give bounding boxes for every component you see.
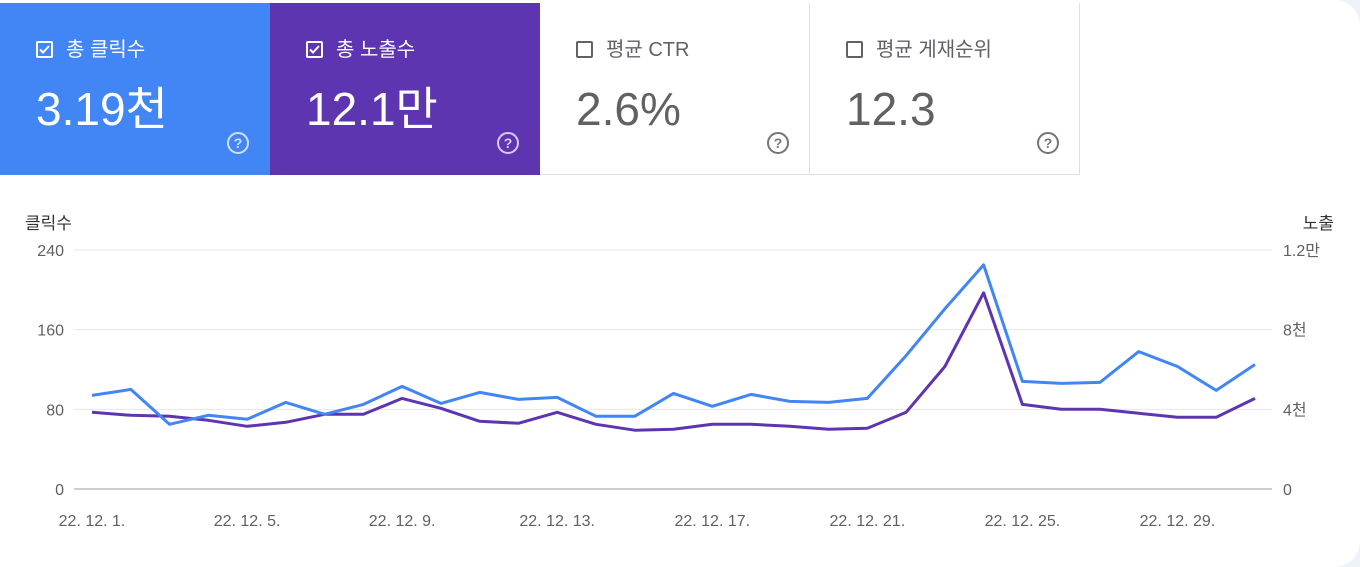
checkbox-unchecked-icon[interactable] (846, 41, 863, 58)
right-axis-label: 노출 (1303, 214, 1334, 233)
x-tick-label: 22. 12. 5. (214, 513, 281, 530)
metric-card-impressions[interactable]: 총 노출수 12.1만 ? (270, 3, 540, 175)
metric-cards: 총 클릭수 3.19천 ? 총 노출수 12.1만 ? 평균 CTR 2.6% (0, 3, 1080, 175)
help-icon[interactable]: ? (1036, 131, 1060, 155)
metric-label: 총 클릭수 (66, 39, 146, 61)
svg-text:?: ? (1044, 135, 1053, 151)
metric-card-clicks[interactable]: 총 클릭수 3.19천 ? (0, 3, 270, 175)
x-tick-label: 22. 12. 29. (1140, 513, 1216, 530)
metric-label: 총 노출수 (336, 39, 416, 61)
help-icon[interactable]: ? (226, 131, 250, 155)
metric-label: 평균 CTR (606, 39, 690, 61)
right-tick-label: 8천 (1283, 322, 1307, 340)
impressions-series-line (91, 291, 1256, 432)
svg-text:?: ? (774, 135, 783, 151)
right-tick-label: 0 (1283, 482, 1292, 499)
performance-chart: 클릭수 노출 0 0 80 4천 160 8천 240 1.2만 22. 12. 1. 22. 1… (25, 214, 1334, 530)
left-tick-label: 80 (46, 402, 64, 419)
left-axis-label: 클릭수 (25, 214, 72, 233)
left-tick-label: 0 (55, 482, 64, 499)
checkbox-checked-icon[interactable] (36, 41, 53, 58)
metric-card-position[interactable]: 평균 게재순위 12.3 ? (810, 3, 1080, 175)
metric-value: 2.6% (576, 83, 681, 135)
x-tick-label: 22. 12. 21. (830, 513, 906, 530)
help-icon[interactable]: ? (496, 131, 520, 155)
left-tick-label: 240 (37, 243, 64, 260)
x-tick-label: 22. 12. 9. (369, 513, 436, 530)
metric-value: 12.1만 (306, 83, 438, 135)
x-tick-label: 22. 12. 17. (674, 513, 750, 530)
x-tick-label: 22. 12. 1. (59, 513, 126, 530)
checkbox-checked-icon[interactable] (306, 41, 323, 58)
metric-value: 12.3 (846, 83, 936, 135)
x-tick-label: 22. 12. 25. (985, 513, 1061, 530)
metric-label: 평균 게재순위 (876, 39, 992, 61)
checkbox-unchecked-icon[interactable] (576, 41, 593, 58)
metric-card-ctr[interactable]: 평균 CTR 2.6% ? (540, 3, 810, 175)
svg-text:?: ? (504, 135, 513, 151)
right-tick-label: 4천 (1283, 401, 1307, 419)
right-tick-label: 1.2만 (1283, 242, 1320, 260)
x-tick-label: 22. 12. 13. (519, 513, 595, 530)
clicks-series-line (91, 263, 1256, 426)
left-tick-label: 160 (37, 323, 64, 340)
help-icon[interactable]: ? (766, 131, 790, 155)
metric-value: 3.19천 (36, 83, 168, 135)
svg-text:?: ? (234, 135, 243, 151)
